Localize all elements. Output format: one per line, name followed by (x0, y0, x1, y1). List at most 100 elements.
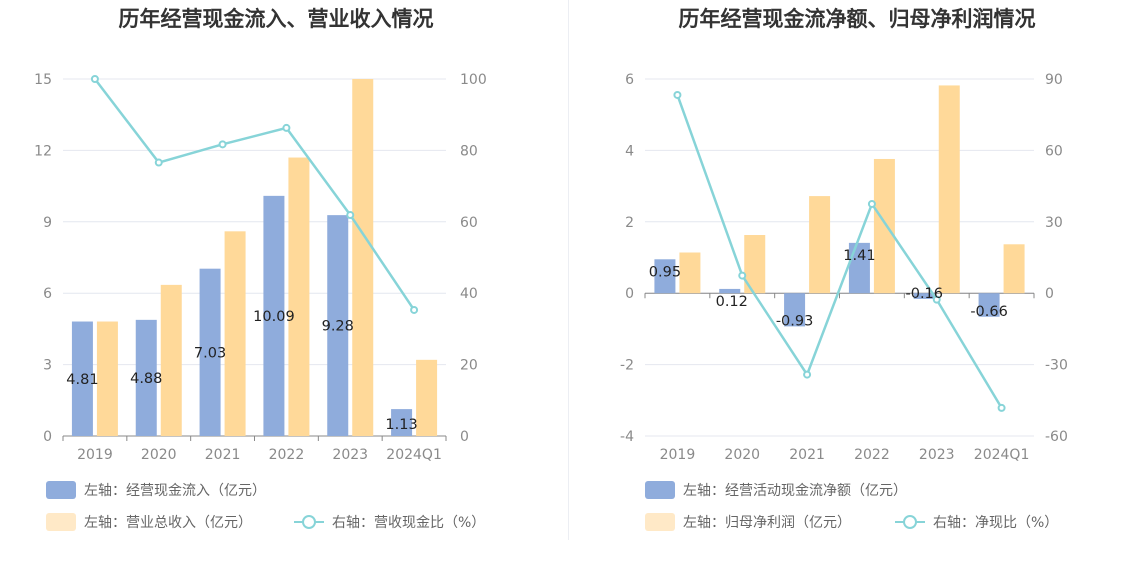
bar-primary-2023 (327, 215, 349, 436)
line-point-2020 (154, 158, 163, 167)
left-axis-tick-label: 15 (34, 72, 52, 88)
left-axis-tick-label: 0 (43, 429, 52, 445)
bar-primary-2023 (913, 293, 935, 299)
legend-bar-swatch (46, 513, 76, 531)
left-axis-tick-label: 2 (625, 215, 634, 231)
line-point-2020 (738, 271, 747, 280)
line-point-2022 (282, 123, 291, 132)
line-point-2019 (673, 90, 682, 99)
right-axis-tick-label: 90 (1045, 72, 1063, 88)
bar-secondary-2021 (809, 196, 831, 294)
left-axis-tick-label: -2 (620, 358, 634, 374)
left-axis-tick-label: 6 (625, 72, 634, 88)
legend-label: 左轴：经营现金流入（亿元） (84, 483, 266, 499)
bar-primary-2019 (654, 259, 676, 294)
bar-secondary-2022 (288, 157, 310, 437)
legend-line-marker (302, 515, 316, 529)
left-axis-tick-label: 0 (625, 286, 634, 302)
right-axis-tick-label: 80 (460, 143, 478, 159)
line-series-path (676, 94, 1003, 409)
x-axis-category-label: 2022 (854, 447, 890, 463)
bar-primary-2020 (719, 288, 741, 294)
chart-panel-net-cash-net-profit: 历年经营现金流净额、归母净利润情况 -4 -60 -2 -30 0 0 2 30 4 60 6 90 20… (567, 0, 1134, 582)
left-axis-tick-label: 4 (625, 143, 634, 159)
data-label-2021: 7.03 (194, 345, 226, 361)
bar-primary-2019 (71, 321, 93, 436)
line-point-2022 (867, 199, 876, 208)
bar-primary-2021 (199, 268, 221, 436)
bar-primary-2024Q1 (391, 409, 413, 436)
panel-divider (568, 0, 569, 540)
chart-title: 历年经营现金流净额、归母净利润情况 (679, 7, 1036, 31)
chart-panel-cash-inflow-revenue: 历年经营现金流入、营业收入情况 0 0 3 20 6 40 9 60 12 80 15 100 2019 2… (34, 7, 487, 531)
left-axis-tick-label: 3 (43, 358, 52, 374)
bar-primary-2024Q1 (978, 293, 1000, 317)
left-axis-tick-label: 9 (43, 215, 52, 231)
data-label-2021: -0.93 (776, 313, 814, 329)
data-label-2020: 0.12 (716, 294, 748, 310)
right-axis-tick-label: -30 (1045, 358, 1068, 374)
chart-svg-cash-inflow-revenue: 历年经营现金流入、营业收入情况 0 0 3 20 6 40 9 60 12 80 15 100 2019 2… (34, 7, 487, 531)
data-label-2019: 4.81 (66, 372, 98, 388)
right-axis-tick-label: 0 (1045, 286, 1054, 302)
line-point-2019 (90, 75, 99, 83)
right-axis-tick-label: 20 (460, 358, 478, 374)
line-point-2021 (803, 370, 812, 379)
bar-secondary-2024Q1 (1003, 244, 1025, 294)
right-axis-tick-label: 40 (460, 286, 478, 302)
bar-primary-2020 (135, 319, 157, 436)
legend-label: 左轴：归母净利润（亿元） (683, 514, 851, 531)
bar-secondary-2021 (224, 231, 246, 436)
right-axis-tick-label: 0 (460, 429, 469, 445)
bar-secondary-2022 (873, 158, 895, 294)
x-axis-category-label: 2021 (205, 447, 241, 463)
bar-secondary-2020 (160, 284, 182, 436)
data-label-2024Q1: 1.13 (385, 417, 417, 433)
legend-line-marker (903, 515, 917, 529)
data-label-2022: 10.09 (253, 309, 295, 325)
line-point-2021 (218, 140, 227, 149)
bar-secondary-2019 (679, 252, 701, 294)
bar-primary-2022 (263, 195, 285, 436)
legend-label: 左轴：营业总收入（亿元） (84, 515, 252, 531)
data-label-2019: 0.95 (649, 264, 681, 280)
line-point-2024Q1 (997, 403, 1006, 412)
bar-secondary-2023 (352, 79, 374, 436)
right-axis-tick-label: 60 (460, 215, 478, 231)
line-series-path (93, 78, 416, 311)
data-label-2023: -0.16 (905, 286, 943, 302)
right-axis-tick-label: 30 (1045, 215, 1063, 231)
data-label-2022: 1.41 (843, 248, 875, 264)
right-axis-tick-label: 60 (1045, 143, 1063, 159)
right-axis-tick-label: -60 (1045, 429, 1068, 445)
legend-label: 右轴：净现比（%） (933, 515, 1058, 531)
legend-bar-swatch (645, 513, 675, 531)
bar-primary-2022 (848, 242, 870, 294)
data-label-2020: 4.88 (130, 371, 162, 387)
x-axis-category-label: 2024Q1 (386, 447, 442, 463)
bar-secondary-2020 (744, 235, 766, 294)
chart-svg-net-cash-net-profit: 历年经营现金流净额、归母净利润情况 -4 -60 -2 -30 0 0 2 30 4 60 6 90 20… (620, 7, 1068, 531)
legend-bar-swatch (645, 481, 675, 499)
line-point-2024Q1 (410, 305, 419, 314)
chart-title: 历年经营现金流入、营业收入情况 (119, 7, 434, 31)
x-axis-category-label: 2022 (269, 447, 305, 463)
bar-secondary-2024Q1 (416, 359, 438, 436)
legend-bar-swatch (46, 481, 76, 499)
right-axis-tick-label: 100 (460, 72, 487, 88)
legend-label: 右轴：营收现金比（%） (332, 515, 485, 531)
bar-secondary-2023 (938, 85, 960, 294)
line-point-2023 (932, 295, 941, 304)
bar-primary-2021 (784, 293, 806, 327)
data-label-2023: 9.28 (322, 319, 354, 335)
x-axis-category-label: 2019 (660, 447, 696, 463)
left-axis-tick-label: -4 (620, 429, 634, 445)
x-axis-category-label: 2023 (332, 447, 368, 463)
x-axis-category-label: 2021 (789, 447, 825, 463)
data-label-2024Q1: -0.66 (970, 304, 1008, 320)
x-axis-category-label: 2023 (919, 447, 955, 463)
x-axis-category-label: 2020 (724, 447, 760, 463)
x-axis-category-label: 2020 (141, 447, 177, 463)
left-axis-tick-label: 12 (34, 143, 52, 159)
bar-secondary-2019 (96, 321, 118, 436)
